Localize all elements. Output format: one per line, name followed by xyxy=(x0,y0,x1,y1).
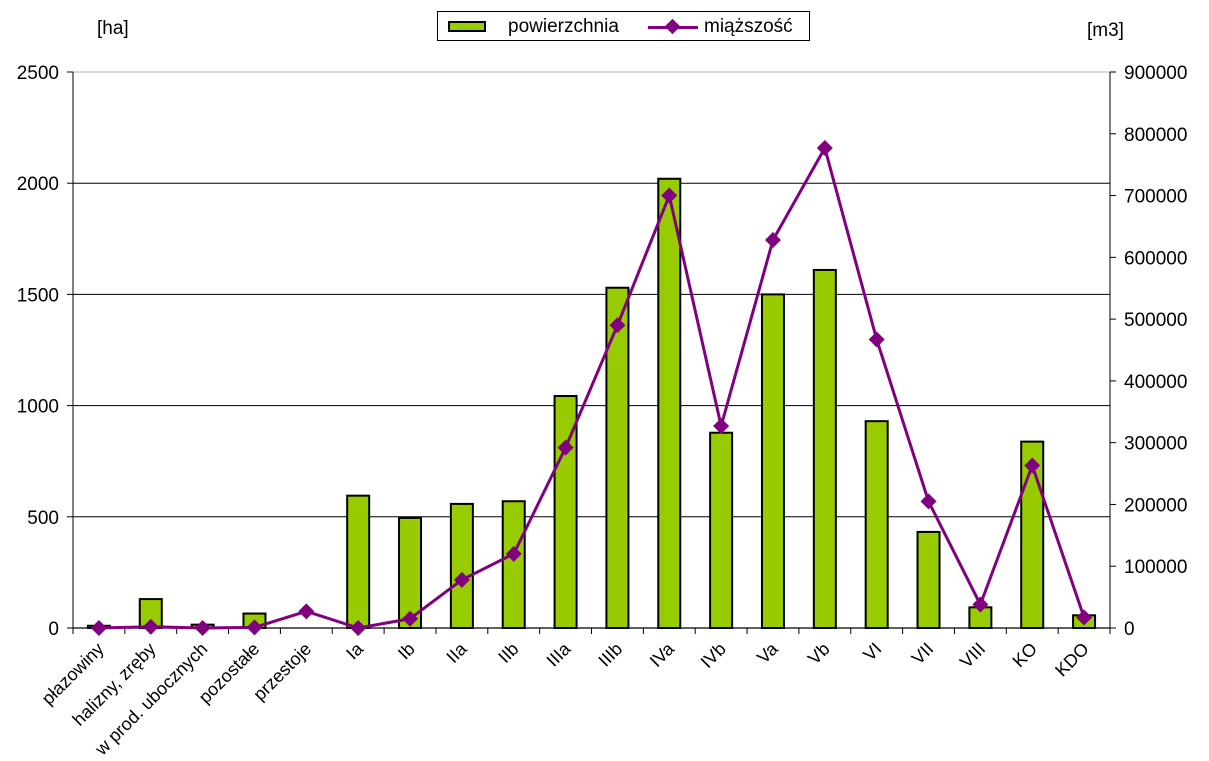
line-point xyxy=(972,596,989,613)
left-tick-label: 2500 xyxy=(17,63,59,84)
category-label: Vb xyxy=(804,639,834,669)
line-point xyxy=(557,439,574,456)
category-label: IIa xyxy=(442,638,471,667)
line-point xyxy=(764,232,781,249)
line-point xyxy=(920,493,937,510)
category-label: VI xyxy=(859,639,885,665)
category-label: przestoje xyxy=(249,639,315,705)
category-label: Ia xyxy=(342,638,367,663)
category-label: KO xyxy=(1009,639,1042,672)
legend-bar-swatch xyxy=(448,21,486,32)
bar xyxy=(553,395,578,629)
category-label: IIIb xyxy=(594,639,626,671)
legend: powierzchnia miąższość xyxy=(437,11,810,41)
left-tick-label: 500 xyxy=(27,508,59,529)
line-point xyxy=(350,620,367,636)
bar xyxy=(605,286,630,629)
line-point xyxy=(816,139,833,156)
category-label: IIb xyxy=(494,639,522,667)
category-label: VII xyxy=(908,639,938,669)
right-tick-label: 600000 xyxy=(1124,248,1187,269)
bar xyxy=(657,177,682,629)
right-axis-unit: [m3] xyxy=(1087,20,1124,41)
bar xyxy=(709,431,734,629)
line-point xyxy=(453,571,470,588)
line-point xyxy=(142,618,159,635)
right-tick-label: 700000 xyxy=(1124,187,1187,208)
right-tick-label: 100000 xyxy=(1124,557,1187,578)
right-tick-label: 500000 xyxy=(1124,310,1187,331)
right-tick-label: 800000 xyxy=(1124,125,1187,146)
category-label: Ib xyxy=(394,639,419,664)
bar xyxy=(760,293,785,629)
line-point xyxy=(402,610,419,627)
bar xyxy=(864,420,889,629)
legend-bar-label: powierzchnia xyxy=(508,16,619,37)
line-point xyxy=(1076,609,1093,626)
line-point xyxy=(505,545,522,562)
left-tick-label: 2000 xyxy=(17,174,59,195)
bar xyxy=(812,268,837,629)
category-label: IVa xyxy=(646,638,679,671)
category-label: VIII xyxy=(956,639,989,672)
line-point xyxy=(661,187,678,204)
category-label: IVb xyxy=(697,639,730,672)
right-tick-label: 0 xyxy=(1124,619,1135,640)
line-point xyxy=(246,619,263,636)
bar xyxy=(916,530,941,630)
legend-line-label: miąższość xyxy=(704,16,793,37)
line-series xyxy=(98,146,1086,630)
line-point xyxy=(298,603,315,620)
category-label: KDO xyxy=(1051,639,1093,681)
line-point xyxy=(194,620,211,636)
left-tick-label: 1000 xyxy=(17,397,59,418)
line-point xyxy=(868,331,885,348)
bar xyxy=(501,500,526,629)
right-tick-label: 400000 xyxy=(1124,372,1187,393)
bar xyxy=(449,502,474,629)
left-axis-unit: [ha] xyxy=(97,18,129,39)
left-tick-label: 0 xyxy=(48,619,59,640)
left-tick-label: 1500 xyxy=(17,285,59,306)
category-label: Va xyxy=(753,638,782,667)
line-point xyxy=(713,417,730,434)
line-point xyxy=(90,620,107,636)
right-tick-label: 300000 xyxy=(1124,434,1187,455)
category-label: IIIa xyxy=(543,638,576,671)
right-tick-label: 900000 xyxy=(1124,63,1187,84)
line-point xyxy=(609,317,626,334)
line-point xyxy=(1024,457,1041,474)
right-tick-label: 200000 xyxy=(1124,495,1187,516)
bar xyxy=(398,516,423,629)
bar xyxy=(1020,440,1045,630)
bar xyxy=(346,494,371,629)
